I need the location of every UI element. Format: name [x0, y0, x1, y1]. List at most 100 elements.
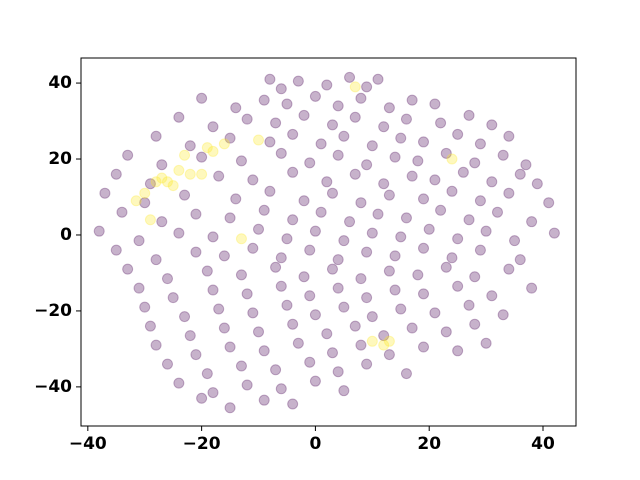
point: [196, 392, 208, 404]
point: [275, 383, 287, 395]
y-tick-label: 0: [60, 225, 72, 245]
point: [304, 290, 316, 302]
point: [463, 109, 475, 121]
point: [173, 227, 185, 239]
point: [298, 271, 310, 283]
point: [281, 299, 293, 311]
point: [241, 379, 253, 391]
point: [218, 138, 230, 150]
x-tick-label: −20: [183, 434, 221, 454]
point: [196, 151, 208, 163]
point: [144, 178, 156, 190]
point: [440, 147, 452, 159]
point: [412, 155, 424, 167]
point: [179, 311, 191, 323]
point: [383, 189, 395, 201]
point: [480, 225, 492, 237]
point: [270, 364, 282, 376]
point: [93, 225, 105, 237]
point: [161, 358, 173, 370]
point: [264, 185, 276, 197]
point: [207, 284, 219, 296]
point: [412, 269, 424, 281]
point: [122, 149, 134, 161]
point: [207, 145, 219, 157]
point: [474, 244, 486, 256]
point: [190, 246, 202, 258]
plot-frame: [80, 57, 577, 427]
point: [241, 288, 253, 300]
point: [247, 307, 259, 319]
point: [292, 337, 304, 349]
point: [366, 227, 378, 239]
point: [235, 360, 247, 372]
point: [253, 223, 265, 235]
point: [201, 368, 213, 380]
point: [122, 263, 134, 275]
point: [167, 292, 179, 304]
point: [429, 98, 441, 110]
point: [338, 301, 350, 313]
point: [258, 394, 270, 406]
point: [503, 187, 515, 199]
point: [247, 242, 259, 254]
point: [139, 197, 151, 209]
point: [247, 174, 259, 186]
point: [474, 195, 486, 207]
y-tick-label: −40: [34, 377, 72, 397]
point: [144, 214, 156, 226]
point: [258, 94, 270, 106]
point: [389, 151, 401, 163]
point: [446, 185, 458, 197]
point: [361, 81, 373, 93]
point: [144, 320, 156, 332]
point: [383, 102, 395, 114]
point: [418, 136, 430, 148]
point: [491, 206, 503, 218]
point: [207, 231, 219, 243]
x-tick-label: −40: [69, 434, 107, 454]
point: [321, 79, 333, 91]
point: [275, 147, 287, 159]
point: [270, 117, 282, 129]
point: [344, 216, 356, 228]
point: [406, 170, 418, 182]
point: [309, 90, 321, 102]
point: [304, 356, 316, 368]
point: [207, 387, 219, 399]
point: [395, 303, 407, 315]
point: [161, 176, 173, 188]
point: [224, 341, 236, 353]
point: [395, 132, 407, 144]
point: [361, 292, 373, 304]
point: [133, 282, 145, 294]
point: [201, 265, 213, 277]
y-tick-label: 20: [48, 149, 72, 169]
point: [332, 254, 344, 266]
point: [486, 119, 498, 131]
point: [326, 187, 338, 199]
point: [173, 111, 185, 123]
point: [349, 168, 361, 180]
point: [332, 282, 344, 294]
point: [338, 235, 350, 247]
point: [287, 398, 299, 410]
point: [378, 121, 390, 133]
point: [130, 195, 142, 207]
point: [196, 168, 208, 180]
point: [235, 155, 247, 167]
point: [167, 180, 179, 192]
point: [338, 130, 350, 142]
point: [161, 273, 173, 285]
point: [395, 231, 407, 243]
point: [543, 197, 555, 209]
point: [378, 330, 390, 342]
point: [224, 132, 236, 144]
point: [469, 318, 481, 330]
point: [326, 263, 338, 275]
point: [406, 322, 418, 334]
point: [230, 102, 242, 114]
point: [326, 347, 338, 359]
point: [480, 337, 492, 349]
point: [332, 100, 344, 112]
